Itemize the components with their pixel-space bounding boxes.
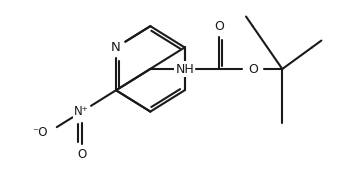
Text: O: O — [214, 20, 224, 33]
Text: NH: NH — [175, 62, 194, 75]
Text: N: N — [111, 41, 121, 54]
Text: O: O — [248, 62, 258, 75]
Text: ⁻O: ⁻O — [32, 126, 47, 139]
Text: O: O — [77, 148, 87, 161]
Text: N⁺: N⁺ — [74, 105, 89, 118]
